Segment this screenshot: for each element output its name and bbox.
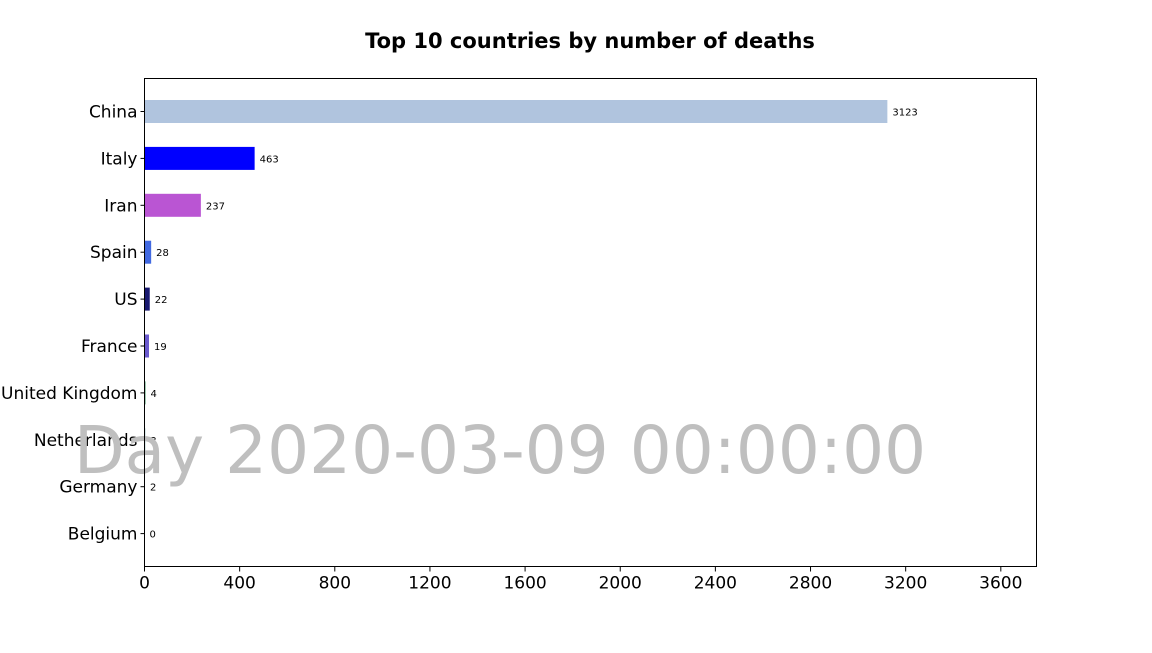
x-tick-label: 3600 [979, 574, 1022, 594]
chart-title: Top 10 countries by number of deaths [365, 29, 815, 53]
data-label: 463 [260, 154, 279, 165]
category-label: United Kingdom [1, 384, 137, 404]
category-label: Italy [101, 149, 138, 169]
date-annotation: Day 2020-03-09 00:00:00 [74, 412, 926, 489]
x-tick-label: 2400 [694, 574, 737, 594]
data-label: 22 [155, 295, 168, 306]
data-label: 237 [206, 201, 225, 212]
bar-italy [145, 147, 255, 170]
x-tick-label: 2800 [789, 574, 832, 594]
bar-iran [145, 194, 201, 217]
data-label: 3123 [892, 108, 917, 119]
bar-us [145, 288, 150, 311]
x-tick-label: 800 [319, 574, 351, 594]
data-label: 19 [154, 342, 167, 353]
category-label: Belgium [68, 525, 138, 545]
category-label: US [114, 290, 137, 310]
category-label: China [89, 103, 138, 123]
category-label: Iran [104, 196, 137, 216]
bar-spain [145, 241, 152, 264]
x-tick-label: 2000 [599, 574, 642, 594]
plot-frame [145, 79, 1037, 567]
x-tick-label: 400 [223, 574, 255, 594]
bar-china [145, 100, 888, 123]
x-tick-label: 3200 [884, 574, 927, 594]
bar-france [145, 335, 150, 358]
x-tick-label: 1200 [408, 574, 451, 594]
data-label: 4 [150, 389, 156, 400]
category-label: Spain [90, 243, 138, 263]
x-tick-label: 1600 [503, 574, 546, 594]
data-label: 0 [150, 530, 156, 541]
category-label: France [81, 337, 138, 357]
data-label: 28 [156, 248, 169, 259]
x-tick-label: 0 [139, 574, 150, 594]
